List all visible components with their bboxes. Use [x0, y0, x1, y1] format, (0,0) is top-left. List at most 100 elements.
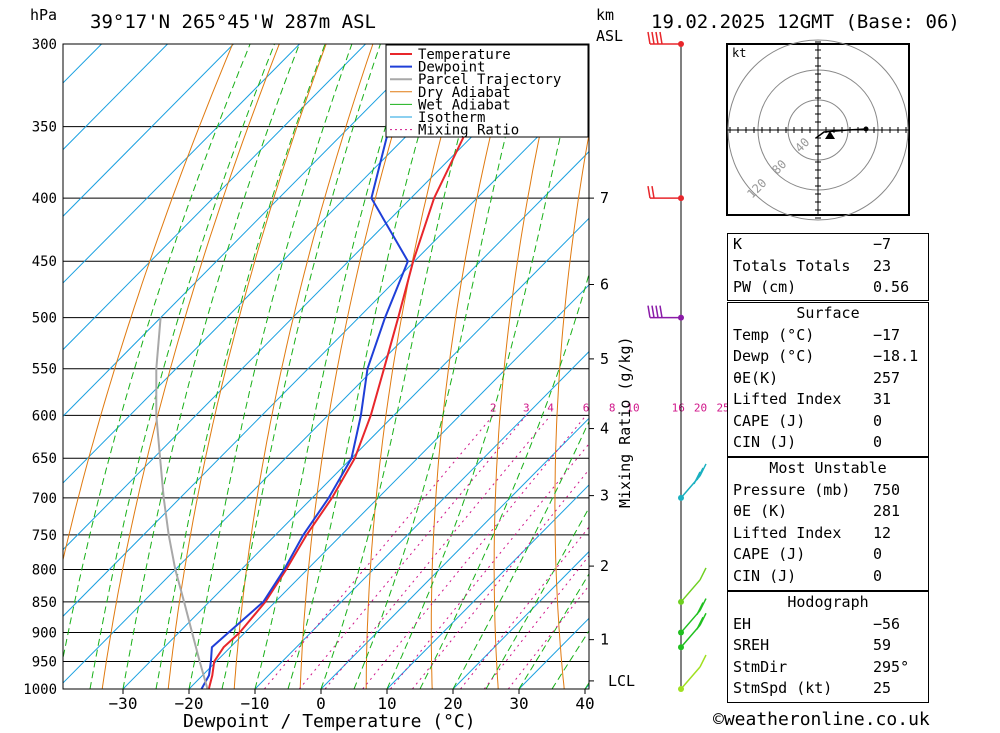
x-tick-label: −30 [109, 694, 138, 713]
legend-entry: Mixing Ratio [418, 123, 519, 139]
x-tick-label: −20 [175, 694, 204, 713]
isotherm [452, 550, 589, 689]
wet-adiabat [221, 44, 381, 689]
mixing-ratio-label: 10 [626, 401, 639, 414]
mixing-ratio-line [264, 414, 494, 689]
x-tick-label: 40 [575, 694, 594, 713]
parcel-trajectory-line [155, 317, 209, 689]
wind-barb-feather [696, 616, 704, 630]
wind-barb-feather [647, 185, 651, 199]
mixing-ratio-line [324, 414, 551, 689]
isotherm [63, 44, 234, 217]
datetime-title: 19.02.2025 12GMT (Base: 06) [651, 11, 960, 33]
legend-entry: Temperature [418, 47, 511, 63]
table-row: θE (K) 281 [728, 501, 928, 523]
table-row: SREH 59 [728, 635, 928, 657]
pressure-tick-label: 500 [32, 311, 57, 327]
legend-box [385, 44, 589, 138]
isotherm [122, 217, 589, 689]
isotherm [254, 350, 589, 689]
temperature-line [207, 44, 509, 689]
temperature-axis: −30 −20 −10 0 10 20 30 40 [109, 689, 595, 713]
pressure-tick-label: 800 [32, 562, 57, 578]
row-value: 0 [873, 411, 883, 430]
x-tick-label: 30 [509, 694, 528, 713]
km-tick-label: 6 [600, 276, 609, 294]
wind-barb-feather [655, 305, 659, 318]
row-value: 0 [873, 545, 883, 563]
mixing-ratio-label: 6 [583, 401, 590, 414]
wet-adiabat [320, 44, 485, 689]
dry-adiabat [554, 131, 589, 689]
table-row: CIN (J) 0 [728, 432, 928, 454]
pressure-tick-label: 850 [32, 595, 57, 611]
isotherm [63, 150, 589, 684]
wind-barb-feather [655, 31, 659, 45]
row-label: Lifted Index [733, 523, 842, 542]
wet-adiabat [63, 44, 251, 661]
row-label: SREH [733, 636, 770, 654]
pressure-axis: 300 350 400 450 500 550 600 650 700 750 800 850 900 9… [23, 37, 57, 698]
table-row: StmDir 295° [728, 657, 928, 679]
table-row: EH −56 [728, 614, 928, 636]
row-value: 23 [873, 256, 892, 275]
table-row: Lifted Index 31 [728, 389, 928, 411]
row-value: 281 [873, 502, 901, 520]
mixing-ratio-label: 8 [609, 401, 616, 414]
wind-barb-feather [696, 602, 704, 615]
row-label: CIN (J) [733, 433, 797, 451]
km-tick-label: 1 [600, 631, 609, 649]
table-row: Totals Totals 23 [728, 256, 928, 278]
row-label: Dewp (°C) [733, 347, 815, 365]
km-tick-label: LCL [608, 672, 635, 690]
pressure-tick-label: 300 [32, 37, 57, 53]
credit-text: ©weatheronline.co.uk [713, 709, 930, 730]
km-tick-label: 2 [600, 557, 609, 575]
wet-adiabat [89, 44, 275, 689]
table-row: θE(K) 257 [728, 368, 928, 390]
table-title: Surface [796, 304, 860, 322]
pressure-tick-label: 750 [32, 528, 57, 544]
isotherm [0, 44, 36, 689]
pressure-unit-label: hPa [30, 6, 57, 24]
km-tick-label: 3 [600, 487, 609, 505]
row-value: 0 [873, 433, 883, 451]
isotherm [63, 44, 168, 151]
row-label: CAPE (J) [733, 411, 806, 430]
pressure-tick-label: 350 [32, 120, 57, 136]
row-label: StmDir [733, 657, 788, 676]
hodograph-point [863, 126, 869, 132]
wet-adiabat [155, 44, 326, 689]
row-value: 0 [873, 566, 883, 585]
wind-barb-feather [699, 463, 707, 477]
isotherm [63, 44, 366, 351]
wind-barb-feather [696, 467, 704, 481]
row-label: StmSpd (kt) [733, 679, 833, 697]
wet-adiabat [122, 44, 300, 689]
isotherm [63, 44, 498, 484]
indices-table: K −7 Totals Totals 23 PW (cm) 0.56 [727, 233, 929, 301]
row-label: CAPE (J) [733, 545, 806, 563]
mixing-ratio-label: 3 [523, 401, 530, 414]
wet-adiabat [353, 44, 530, 689]
dry-adiabat [299, 44, 421, 689]
mixing-ratio-label: 20 [694, 401, 707, 414]
storm-motion-marker [825, 131, 835, 139]
row-label: Lifted Index [733, 390, 842, 408]
row-label: PW (cm) [733, 278, 797, 296]
row-value: 25 [873, 679, 892, 697]
wind-barb-feather [699, 654, 707, 668]
km-unit-label: km [596, 6, 614, 24]
wet-adiabat [419, 272, 589, 689]
pressure-tick-label: 1000 [23, 682, 57, 698]
table-row: K −7 [728, 234, 928, 256]
surface-table: Surface Temp (°C) −17 Dewp (°C) −18.1 θE(K) 25… [727, 302, 929, 457]
isotherm [63, 84, 589, 617]
asl-unit-label: ASL [596, 27, 623, 45]
hodograph-table: Hodograph EH −56 SREH 59 StmDir 295° StmSpd (kt… [727, 591, 929, 703]
table-title: Most Unstable [769, 459, 887, 477]
x-tick-label: 0 [316, 694, 326, 713]
